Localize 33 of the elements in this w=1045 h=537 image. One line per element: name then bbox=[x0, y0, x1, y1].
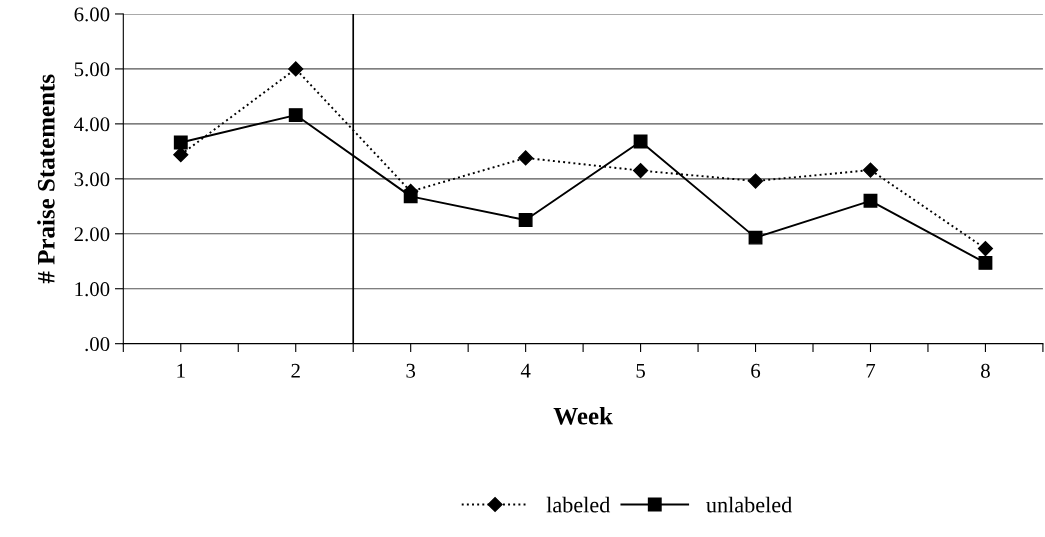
point bbox=[633, 134, 648, 149]
point bbox=[173, 147, 189, 163]
point bbox=[288, 61, 304, 77]
y-axis-title: # Praise Statements bbox=[37, 74, 55, 284]
point bbox=[518, 150, 534, 166]
y-tick-label: 6.00 bbox=[74, 7, 110, 22]
y-tick-label: .00 bbox=[85, 337, 110, 352]
x-tick-label: 8 bbox=[981, 363, 990, 378]
y-tick-label: 2.00 bbox=[74, 227, 110, 242]
x-tick-label: 7 bbox=[866, 363, 876, 378]
point bbox=[633, 163, 649, 179]
point bbox=[748, 230, 763, 245]
x-tick-label: 6 bbox=[751, 363, 761, 378]
point bbox=[862, 162, 879, 178]
x-axis-title: Week bbox=[553, 407, 613, 425]
point bbox=[173, 135, 188, 150]
y-tick-label: 1.00 bbox=[75, 282, 110, 297]
point bbox=[978, 255, 993, 270]
legend-label: labeled bbox=[546, 496, 611, 513]
point bbox=[977, 241, 994, 257]
point bbox=[518, 213, 533, 227]
x-tick-label: 2 bbox=[291, 363, 300, 378]
point bbox=[288, 108, 303, 123]
point bbox=[747, 173, 764, 189]
point bbox=[863, 193, 878, 208]
y-tick-label: 4.00 bbox=[74, 117, 110, 132]
y-tick-label: 3.00 bbox=[74, 172, 110, 187]
x-tick-label: 1 bbox=[177, 363, 185, 378]
legend-label: unlabeled bbox=[706, 496, 792, 513]
x-tick-label: 3 bbox=[406, 363, 416, 378]
y-tick-label: 5.00 bbox=[74, 62, 110, 77]
x-tick-label: 4 bbox=[520, 363, 531, 378]
x-tick-label: 5 bbox=[636, 363, 645, 378]
